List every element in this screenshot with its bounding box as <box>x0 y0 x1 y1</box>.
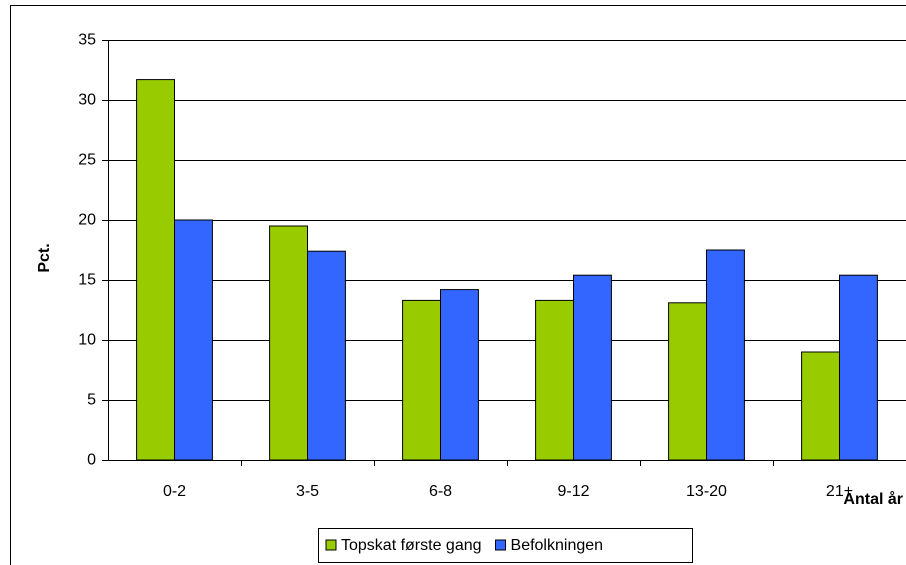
y-tick-label: 15 <box>78 272 96 289</box>
bar <box>801 351 840 461</box>
y-tick-label: 10 <box>78 332 96 349</box>
bar <box>839 274 878 461</box>
bar <box>668 302 707 461</box>
legend-swatch <box>495 539 507 551</box>
y-tick-label: 25 <box>78 152 96 169</box>
bar <box>573 274 612 461</box>
y-tick-label: 20 <box>78 212 96 229</box>
legend-label: Topskat første gang <box>341 537 482 554</box>
x-tick-label: 0-2 <box>163 483 186 500</box>
x-tick-label: 3-5 <box>296 483 319 500</box>
bar <box>706 249 745 461</box>
x-tick-label: 21+ <box>826 483 853 500</box>
legend-label: Befolkningen <box>511 537 604 554</box>
legend-swatch <box>325 539 337 551</box>
y-tick-label: 0 <box>87 452 96 469</box>
x-axis-label: Antal år <box>843 490 903 508</box>
bar <box>307 250 346 461</box>
y-axis-label: Pct. <box>36 243 53 272</box>
x-tick-label: 6-8 <box>429 483 452 500</box>
y-tick-label: 35 <box>78 32 96 49</box>
bar <box>402 299 441 461</box>
bar <box>269 225 308 461</box>
bar <box>535 299 574 461</box>
x-tick-label: 9-12 <box>557 483 589 500</box>
y-tick-label: 5 <box>87 392 96 409</box>
bar <box>440 289 479 461</box>
bar <box>174 219 213 461</box>
chart-frame <box>10 5 906 565</box>
y-tick-label: 30 <box>78 92 96 109</box>
bar <box>136 79 175 461</box>
x-tick-label: 13-20 <box>686 483 727 500</box>
